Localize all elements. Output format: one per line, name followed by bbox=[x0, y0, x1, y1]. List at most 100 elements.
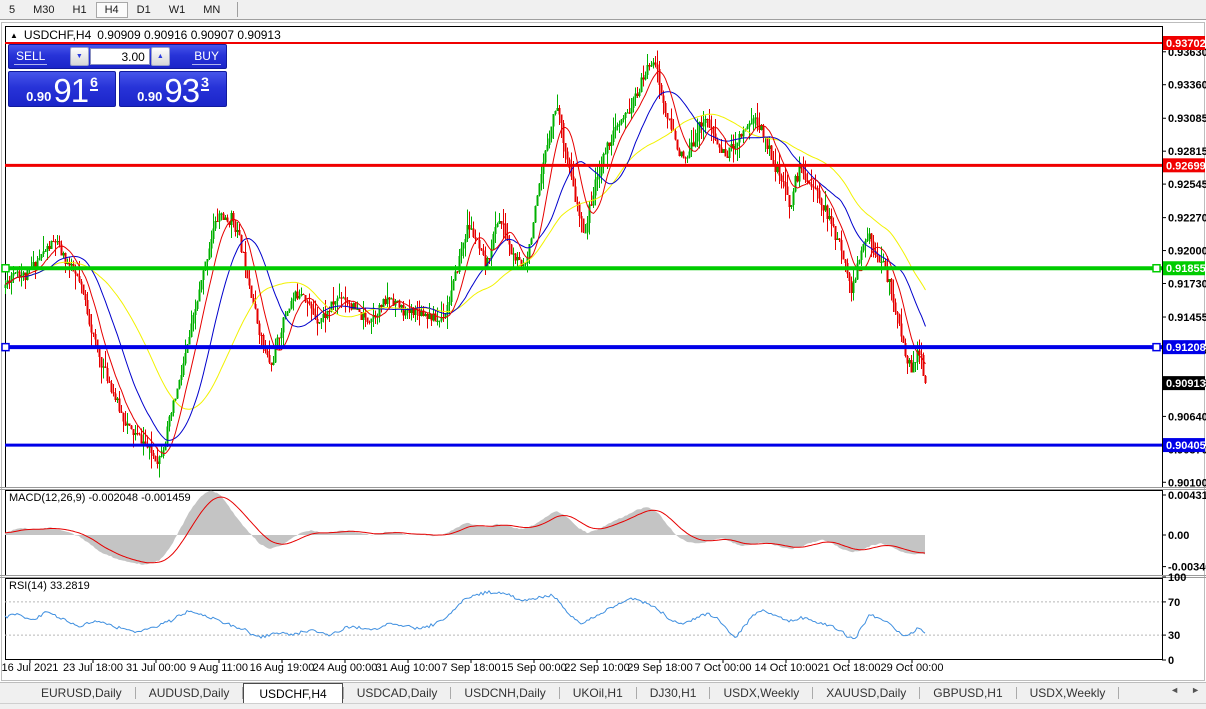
rsi-axis-label: 70 bbox=[1168, 597, 1180, 609]
ma-fast-line bbox=[5, 70, 926, 455]
tab-separator bbox=[134, 687, 136, 699]
timeframe-mn[interactable]: MN bbox=[203, 3, 221, 16]
tab-eurusd-daily[interactable]: EURUSD,Daily bbox=[41, 686, 122, 700]
date-axis-label: 23 Jul 18:00 bbox=[63, 662, 123, 674]
timeframe-d1[interactable]: D1 bbox=[136, 3, 151, 16]
hline-handle[interactable] bbox=[1152, 263, 1161, 273]
tab-usdchf-h4[interactable]: USDCHF,H4 bbox=[243, 683, 343, 703]
volume-decrease-icon[interactable]: ▼ bbox=[69, 47, 89, 66]
date-axis-label: 16 Aug 19:00 bbox=[250, 662, 315, 674]
date-axis-label: 9 Aug 11:00 bbox=[190, 662, 248, 674]
one-click-trading-panel: SELL ▼ ▲ BUY 0.90 91 6 0.90 93 3 bbox=[8, 44, 227, 107]
date-axis-label: 7 Oct 00:00 bbox=[695, 662, 752, 674]
timeframe-toolbar: 5 M30 H1 H4 D1 W1 MN bbox=[0, 0, 1206, 20]
tab-separator bbox=[635, 687, 637, 699]
hline-handle[interactable] bbox=[1152, 342, 1161, 352]
price-axis-label: 0.91455 bbox=[1168, 312, 1206, 324]
hline-handle[interactable] bbox=[1, 263, 10, 273]
timeframe-h4[interactable]: H4 bbox=[95, 1, 128, 18]
tab-usdx-weekly[interactable]: USDX,Weekly bbox=[1029, 686, 1106, 700]
chart-title: USDCHF,H4 bbox=[23, 28, 92, 42]
macd-values: -0.002048 -0.001459 bbox=[88, 492, 191, 504]
chart-quotes: 0.90909 0.90916 0.90907 0.90913 bbox=[97, 28, 281, 42]
price-axis-label: 0.91730 bbox=[1168, 278, 1206, 290]
bull-candle-bodies bbox=[4, 62, 919, 464]
sell-price-big: 91 bbox=[53, 72, 89, 109]
timeframe-h1[interactable]: H1 bbox=[72, 3, 87, 16]
price-badge-label: 0.91208 bbox=[1166, 342, 1206, 354]
date-axis-label: 22 Sep 10:00 bbox=[564, 662, 629, 674]
price-axis-label: 0.93360 bbox=[1168, 80, 1206, 92]
timeframe-5[interactable]: 5 bbox=[9, 3, 16, 16]
volume-input[interactable] bbox=[89, 48, 150, 65]
tab-separator bbox=[919, 687, 921, 699]
price-badge bbox=[1163, 438, 1205, 453]
rsi-axis-label: 100 bbox=[1168, 572, 1186, 584]
sell-price-prefix: 0.90 bbox=[26, 89, 52, 104]
tab-separator bbox=[342, 687, 344, 699]
rsi-value: 33.2819 bbox=[49, 580, 90, 592]
rsi-name: RSI(14) bbox=[9, 580, 47, 592]
price-badge-label: 0.90405 bbox=[1166, 440, 1206, 452]
buy-button[interactable]: BUY bbox=[192, 48, 221, 65]
volume-increase-icon[interactable]: ▲ bbox=[150, 47, 170, 66]
volume-stepper: ▼ ▲ bbox=[69, 47, 170, 66]
date-axis-label: 15 Sep 00:00 bbox=[501, 662, 566, 674]
tab-separator bbox=[812, 687, 814, 699]
date-axis-label: 24 Aug 00:00 bbox=[313, 662, 378, 674]
tab-usdcad-daily[interactable]: USDCAD,Daily bbox=[356, 686, 438, 700]
macd-axis-label: 0.00 bbox=[1168, 530, 1189, 542]
tab-gbpusd-h1[interactable]: GBPUSD,H1 bbox=[933, 686, 1003, 700]
tab-usdcnh-daily[interactable]: USDCNH,Daily bbox=[464, 686, 546, 700]
chart-header: ▲ USDCHF,H4 0.90909 0.90916 0.90907 0.90… bbox=[10, 28, 281, 42]
tab-separator bbox=[450, 687, 452, 699]
toolbar-separator bbox=[237, 2, 239, 17]
price-axis-label: 0.93085 bbox=[1168, 113, 1206, 125]
tab-scroll-arrows: ◄ ► bbox=[1170, 685, 1200, 695]
price-badge bbox=[1163, 158, 1205, 173]
sell-button[interactable]: SELL bbox=[14, 48, 48, 65]
date-axis-label: 21 Oct 18:00 bbox=[818, 662, 881, 674]
date-axis-label: 29 Oct 00:00 bbox=[881, 662, 944, 674]
macd-axis-label: 0.00431 bbox=[1168, 490, 1206, 502]
tab-xauusd-daily[interactable]: XAUUSD,Daily bbox=[826, 686, 907, 700]
rsi-pane[interactable] bbox=[5, 578, 1163, 660]
tab-separator bbox=[242, 687, 244, 699]
macd-indicator-label: MACD(12,26,9) -0.002048 -0.001459 bbox=[9, 492, 191, 504]
price-badge bbox=[1163, 36, 1205, 50]
date-axis-label: 7 Sep 18:00 bbox=[441, 662, 500, 674]
tab-scroll-left-icon[interactable]: ◄ bbox=[1170, 685, 1180, 695]
tab-separator bbox=[558, 687, 560, 699]
tab-usdx-weekly[interactable]: USDX,Weekly bbox=[723, 686, 800, 700]
date-axis-label: 29 Sep 18:00 bbox=[627, 662, 692, 674]
price-axis-label: 0.90100 bbox=[1168, 477, 1206, 489]
tab-separator bbox=[1118, 687, 1120, 699]
price-badge bbox=[1163, 261, 1205, 276]
tab-ukoil-h1[interactable]: UKOil,H1 bbox=[572, 686, 623, 700]
buy-price-panel[interactable]: 0.90 93 3 bbox=[119, 71, 227, 107]
price-badge-label: 0.91855 bbox=[1166, 263, 1206, 275]
status-bar bbox=[0, 703, 1206, 709]
date-axis-label: 31 Aug 10:00 bbox=[376, 662, 441, 674]
rsi-axis-label: 0 bbox=[1168, 655, 1174, 667]
sell-price-pip: 6 bbox=[90, 74, 98, 91]
date-axis-label: 16 Jul 2021 bbox=[2, 662, 59, 674]
tab-audusd-daily[interactable]: AUDUSD,Daily bbox=[148, 686, 230, 700]
tab-dj30-h1[interactable]: DJ30,H1 bbox=[649, 686, 697, 700]
price-axis-label: 0.92000 bbox=[1168, 246, 1206, 258]
collapse-chart-icon[interactable]: ▲ bbox=[10, 30, 18, 40]
price-axis-label: 0.90640 bbox=[1168, 411, 1206, 423]
hline-handle[interactable] bbox=[1, 342, 10, 352]
tab-separator bbox=[709, 687, 711, 699]
trade-panel-price-row: 0.90 91 6 0.90 93 3 bbox=[8, 71, 227, 107]
timeframe-w1[interactable]: W1 bbox=[168, 3, 186, 16]
sell-price-panel[interactable]: 0.90 91 6 bbox=[8, 71, 116, 107]
price-axis-label: 0.92270 bbox=[1168, 213, 1206, 225]
timeframe-m30[interactable]: M30 bbox=[33, 3, 55, 16]
macd-axis-label: -0.003405 bbox=[1168, 562, 1206, 574]
chart-tab-bar: EURUSD,Daily AUDUSD,Daily USDCHF,H4 USDCAD,… bbox=[0, 682, 1206, 703]
tab-scroll-right-icon[interactable]: ► bbox=[1191, 685, 1200, 695]
rsi-indicator-label: RSI(14) 33.2819 bbox=[9, 580, 90, 592]
buy-price-prefix: 0.90 bbox=[137, 89, 163, 104]
